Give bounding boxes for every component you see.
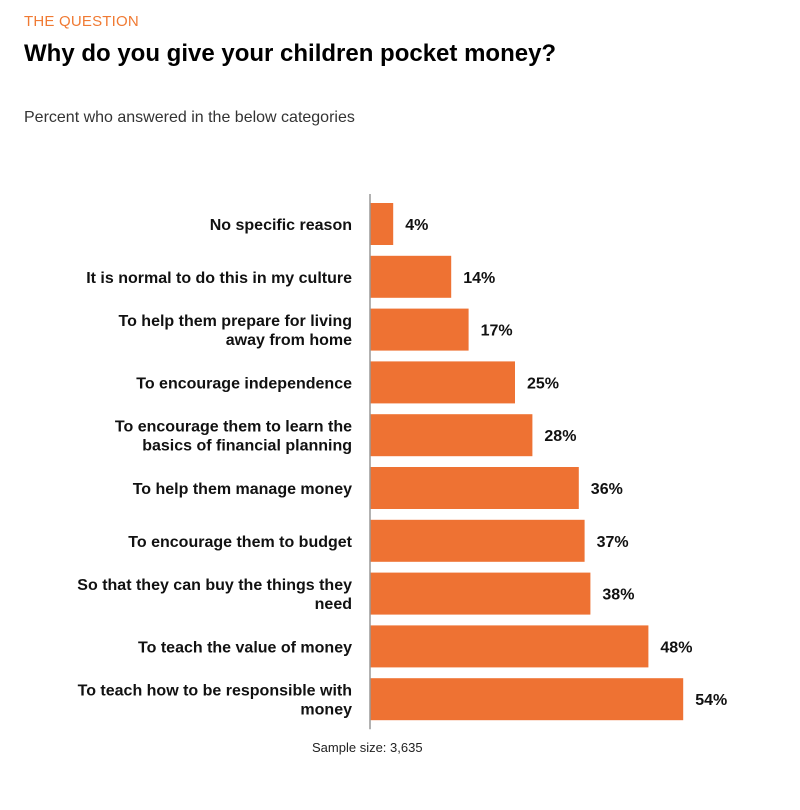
- bar: [370, 467, 579, 509]
- bar-value-label: 37%: [597, 534, 629, 551]
- category-label: It is normal to do this in my culture: [86, 270, 352, 287]
- bar-value-label: 28%: [544, 428, 576, 445]
- bar: [370, 572, 591, 615]
- category-label: To help them prepare for living away from…: [118, 313, 352, 349]
- bar-value-label: 38%: [602, 587, 634, 604]
- category-label: No specific reason: [210, 217, 352, 234]
- bar-chart: 4% No specific reason 14% It is normal to d…: [77, 194, 727, 730]
- bar-value-label: 17%: [481, 323, 513, 340]
- category-label: To encourage them to budget: [128, 534, 352, 551]
- category-label: To help them manage money: [133, 481, 352, 498]
- chart-subtitle: Percent who answered in the below catego…: [24, 109, 355, 126]
- bar: [370, 308, 469, 351]
- bar-value-label: 14%: [463, 270, 495, 287]
- bar: [370, 678, 684, 721]
- category-label: To teach how to be responsible with money: [78, 683, 352, 719]
- bar-value-label: 54%: [695, 692, 727, 709]
- bar-value-label: 25%: [527, 375, 559, 392]
- bar: [370, 203, 394, 245]
- category-label: To encourage independence: [136, 375, 352, 392]
- bar: [370, 414, 533, 457]
- bar: [370, 519, 585, 562]
- category-label: To encourage them to learn the basics of …: [115, 419, 352, 455]
- sample-size-note: Sample size: 3,635: [312, 740, 423, 755]
- bar: [370, 361, 515, 404]
- chart-title: Why do you give your children pocket mon…: [24, 40, 557, 67]
- bar-value-label: 36%: [591, 481, 623, 498]
- bar: [370, 625, 649, 668]
- kicker-label: THE QUESTION: [24, 13, 139, 30]
- bar-value-label: 4%: [405, 217, 428, 234]
- bar: [370, 255, 452, 298]
- category-label: So that they can buy the things they need: [77, 577, 352, 613]
- category-label: To teach the value of money: [138, 639, 352, 656]
- bar-value-label: 48%: [660, 639, 692, 656]
